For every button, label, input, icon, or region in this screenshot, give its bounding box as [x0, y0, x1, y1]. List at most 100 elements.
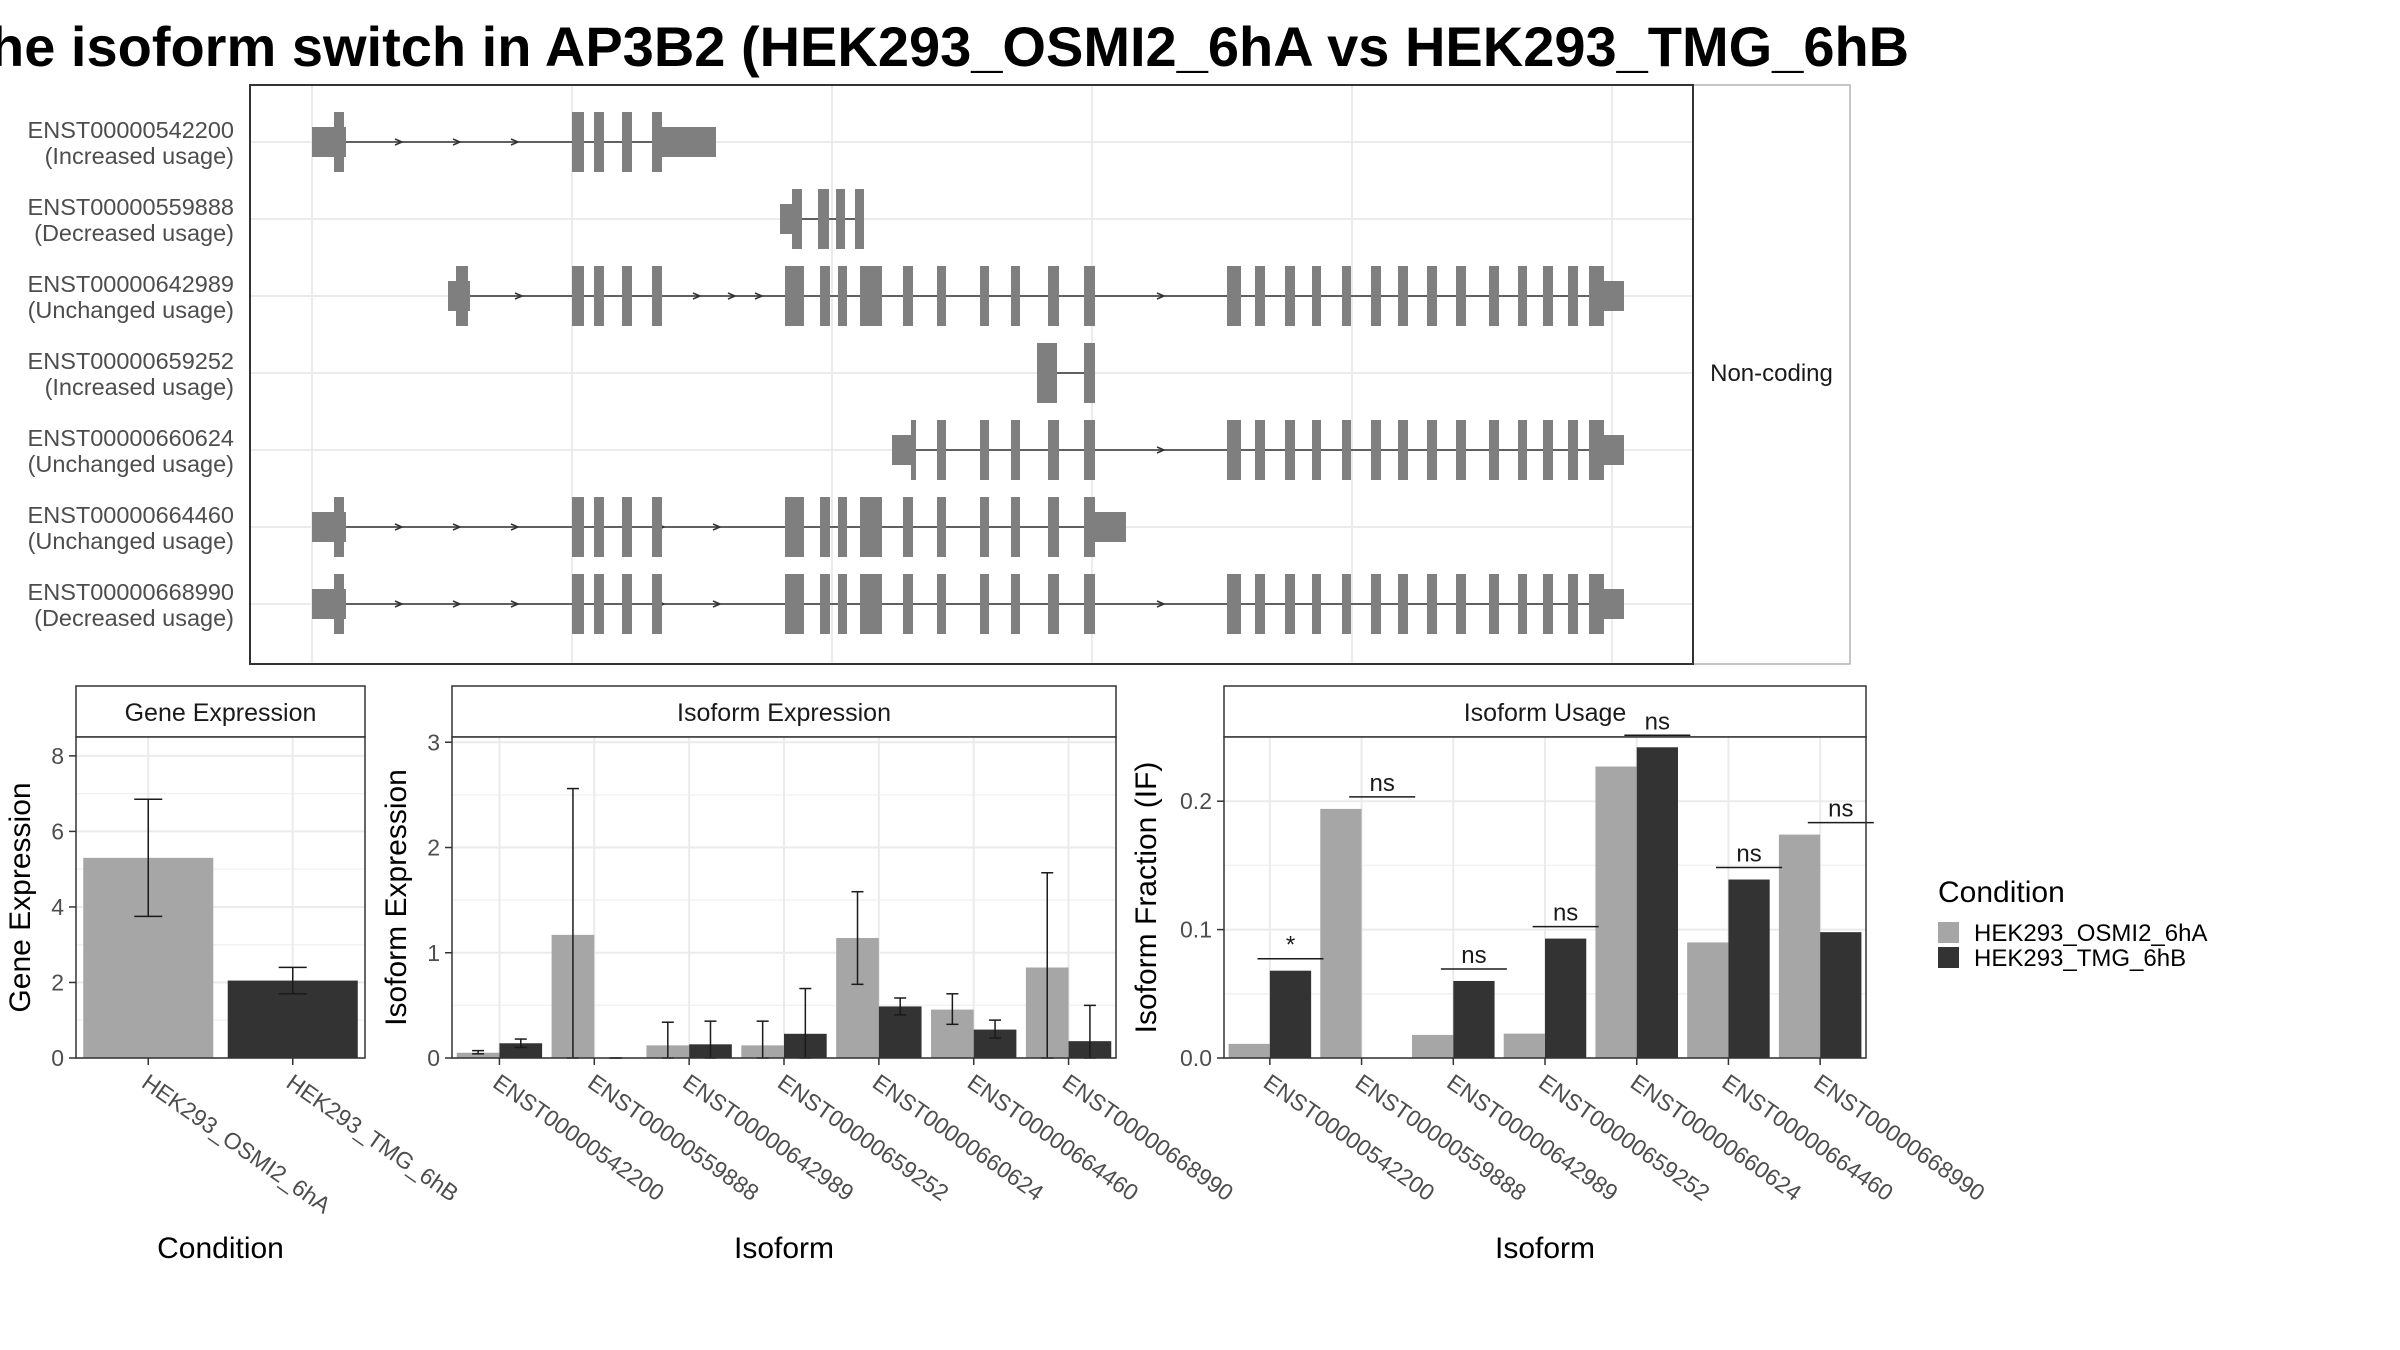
intron-arrow — [712, 523, 722, 531]
exon-block — [594, 112, 604, 172]
exon-block — [1227, 574, 1241, 634]
significance-label: * — [1286, 932, 1295, 959]
exon-block — [937, 420, 946, 480]
exon-block — [1427, 420, 1437, 480]
exon-block — [652, 266, 662, 326]
exon-block — [1518, 420, 1527, 480]
exon-block — [1518, 266, 1527, 326]
exon-block — [1456, 420, 1466, 480]
exon-block — [980, 266, 989, 326]
transcript-panel-border — [249, 84, 1694, 665]
bar — [1778, 834, 1821, 1058]
y-axis-title: Isoform Fraction (IF) — [1130, 762, 1163, 1034]
legend-swatch — [1938, 947, 1959, 968]
x-tick-label: ENST00000559888 — [1351, 1069, 1531, 1206]
exon-block — [622, 112, 632, 172]
y-tick-label: 0.1 — [1180, 917, 1212, 943]
exon-block — [334, 497, 344, 557]
exon-block — [1489, 420, 1499, 480]
exon-block — [1084, 497, 1095, 557]
exon-block — [903, 497, 913, 557]
exon-block — [1543, 420, 1553, 480]
intron-arrow — [452, 523, 462, 531]
exon-block — [1048, 497, 1059, 557]
intron-arrow — [452, 138, 462, 146]
exon-block — [980, 420, 989, 480]
y-axis-title: Gene Expression — [4, 782, 37, 1012]
x-axis-title: Isoform — [734, 1232, 834, 1265]
intron-arrow — [514, 292, 524, 300]
exon-block — [820, 574, 830, 634]
x-tick-label: ENST00000542200 — [1259, 1069, 1439, 1206]
exon-block — [820, 497, 830, 557]
transcript-id-label: ENST00000542200 — [28, 117, 234, 143]
transcript-id-label: ENST00000664460 — [28, 502, 234, 528]
exon-block — [1048, 266, 1059, 326]
y-tick-label: 8 — [51, 743, 64, 769]
intron-arrow — [510, 138, 520, 146]
transcript-usage-label: (Increased usage) — [45, 374, 234, 400]
significance-label: ns — [1370, 770, 1395, 797]
bar — [1728, 879, 1770, 1058]
exon-block — [1342, 574, 1351, 634]
exon-block — [860, 266, 882, 326]
exon-block — [1084, 574, 1095, 634]
bar — [1636, 747, 1678, 1058]
x-tick-label: ENST00000660624 — [1626, 1069, 1807, 1206]
legend-label: HEK293_TMG_6hB — [1974, 945, 2186, 972]
exon-block — [1084, 266, 1095, 326]
intron-arrow — [394, 523, 404, 531]
exon-block — [937, 497, 946, 557]
x-axis-title: Condition — [157, 1232, 284, 1265]
exon-block — [1037, 343, 1057, 403]
bar — [1453, 980, 1495, 1058]
exon-block — [1568, 266, 1578, 326]
significance-label: ns — [1553, 900, 1578, 927]
intron-arrow — [1156, 600, 1166, 608]
utr-block — [1604, 281, 1624, 311]
exon-block — [594, 574, 604, 634]
exon-block — [903, 574, 913, 634]
exon-block — [1427, 266, 1437, 326]
strip-box — [1692, 84, 1851, 665]
exon-block — [1589, 266, 1604, 326]
transcript-usage-label: (Unchanged usage) — [28, 297, 234, 323]
bar — [1687, 942, 1729, 1058]
exon-block — [1011, 420, 1020, 480]
intron-arrow — [727, 292, 737, 300]
transcript-id-label: ENST00000668990 — [28, 579, 234, 605]
y-tick-label: 6 — [51, 818, 64, 844]
exon-block — [1011, 574, 1020, 634]
exon-block — [1371, 574, 1381, 634]
exon-block — [1543, 574, 1553, 634]
exon-block — [1456, 574, 1466, 634]
significance-label: ns — [1828, 796, 1853, 823]
legend-title: Condition — [1938, 876, 2065, 909]
exon-block — [1589, 420, 1604, 480]
y-tick-label: 4 — [51, 894, 64, 920]
intron-arrow — [754, 292, 764, 300]
exon-block — [622, 266, 632, 326]
x-tick-label: ENST00000668990 — [1809, 1069, 1989, 1206]
exon-block — [838, 574, 847, 634]
x-tick-label: ENST00000542200 — [489, 1069, 669, 1206]
legend-swatch — [1938, 922, 1959, 943]
panel-title: Isoform Expression — [677, 699, 891, 727]
exon-block — [785, 574, 804, 634]
exon-block — [1398, 420, 1408, 480]
exon-block — [785, 266, 804, 326]
exon-block — [1398, 266, 1408, 326]
exon-block — [572, 574, 584, 634]
exon-block — [334, 112, 344, 172]
exon-block — [980, 497, 989, 557]
x-tick-label: ENST00000659252 — [1534, 1069, 1714, 1206]
x-tick-label: ENST00000642989 — [678, 1069, 858, 1206]
exon-block — [594, 497, 604, 557]
x-tick-label: ENST00000668990 — [1058, 1069, 1238, 1206]
y-tick-label: 1 — [427, 940, 440, 966]
exon-block — [622, 574, 632, 634]
intron-arrow — [1156, 292, 1166, 300]
transcript-usage-label: (Unchanged usage) — [28, 451, 234, 477]
exon-block — [1489, 574, 1499, 634]
